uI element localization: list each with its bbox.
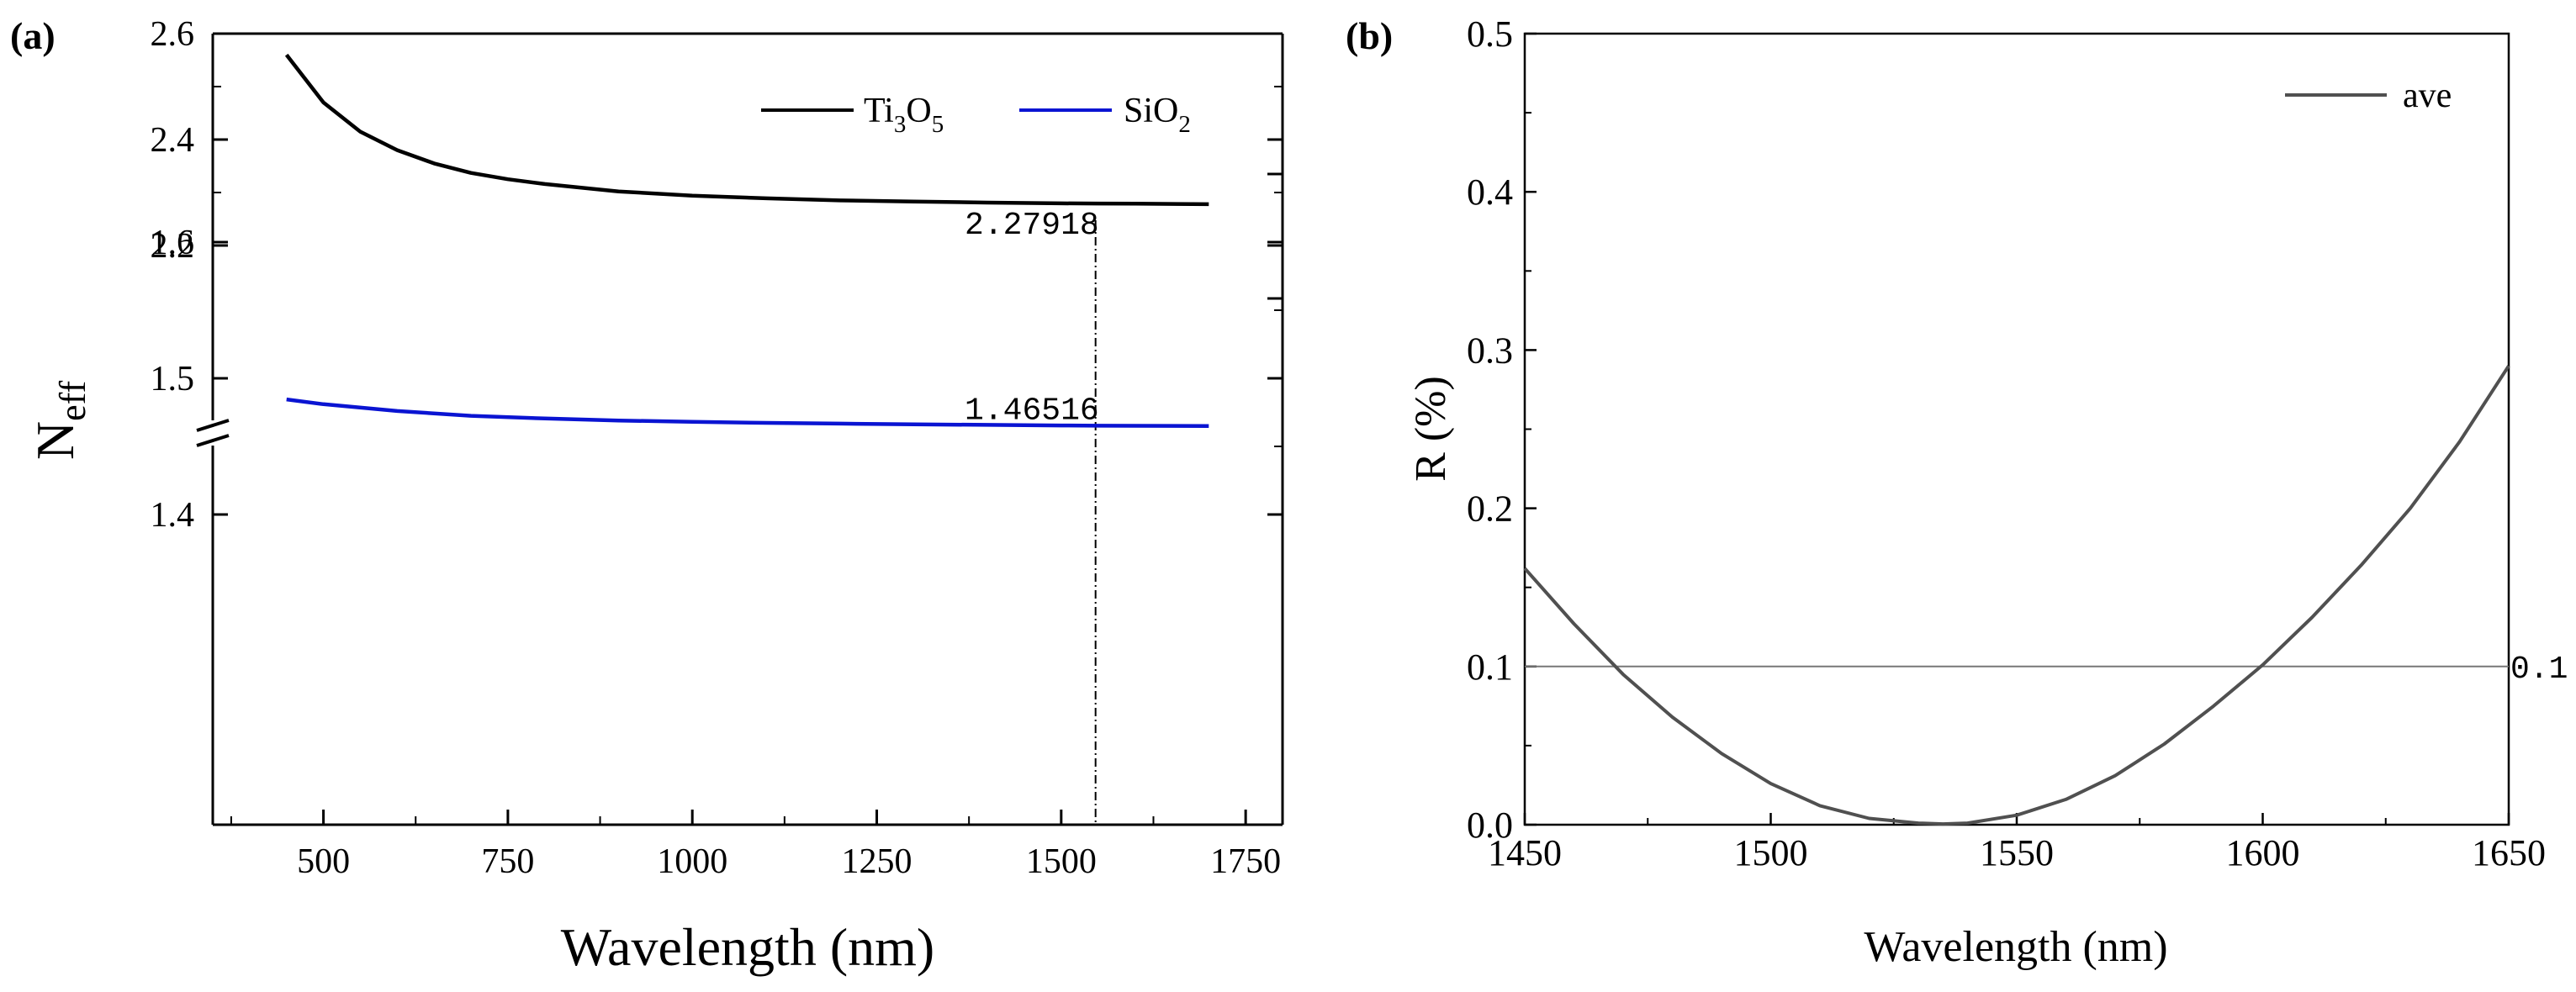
panel-b-y-tick-label: 0.4 (1467, 171, 1513, 213)
panel-b-y-ticks: 0.0 0.1 0.2 0.3 0.4 0.5 (1467, 13, 1537, 846)
panel-a-series (284, 53, 1209, 428)
panel-b-y-tick-label: 0.2 (1467, 488, 1513, 530)
panel-a-y-axis-title: Neff (25, 381, 93, 461)
panel-a-y-tick-label: 1.4 (151, 496, 195, 535)
reference-line-label: 0.1 (2510, 652, 2568, 688)
panel-b-y-tick-label: 0.5 (1467, 13, 1513, 55)
panel-a-y-tick-label: 1.5 (151, 360, 195, 398)
panel-b: (b) 1450 1500 1550 1600 1650 0.0 0.1 0.2 0.3 0.4… (1346, 13, 2568, 971)
ti3o5-annotation: 2.27918 (965, 208, 1099, 244)
panel-a-x-tick-label: 1250 (842, 842, 912, 881)
panel-b-y-tick-label: 0.0 (1467, 805, 1513, 846)
legend-label-ti3o5: Ti3O5 (864, 92, 944, 138)
panel-b-x-tick-label: 1550 (1980, 832, 2054, 873)
axis-break-marker (196, 419, 230, 447)
panel-a-x-axis-title: Wavelength (nm) (561, 917, 934, 977)
panel-a-y-tick-label: 2.6 (151, 15, 195, 54)
legend-label-sio2: SiO2 (1124, 92, 1191, 138)
panel-a-y-tick-label: 1.6 (151, 224, 195, 262)
panel-a: (a) 500 750 1000 1250 1500 1750 2.2 2.4 2.6 1.4 1… (10, 14, 1284, 977)
panel-a-x-ticks: 500 750 1000 1250 1500 1750 (230, 810, 1281, 881)
panel-a-x-tick-label: 750 (481, 842, 534, 881)
panel-a-label: (a) (10, 14, 56, 57)
panel-a-x-tick-label: 1750 (1210, 842, 1281, 881)
panel-a-x-tick-label: 1500 (1026, 842, 1097, 881)
panel-a-y-tick-label: 2.4 (151, 121, 195, 160)
panel-a-y-ticks: 2.2 2.4 2.6 1.4 1.5 1.6 (151, 15, 1283, 535)
legend-label-ave: ave (2403, 77, 2452, 115)
panel-b-series (1523, 365, 2510, 826)
panel-b-frame (1523, 32, 2510, 826)
series-line-ave (1523, 365, 2510, 826)
panel-b-x-ticks: 1450 1500 1550 1600 1650 (1488, 813, 2546, 873)
panel-b-label: (b) (1346, 14, 1393, 57)
panel-b-x-tick-label: 1450 (1488, 832, 1562, 873)
panel-a-legend: Ti3O5 SiO2 (761, 92, 1191, 138)
panel-b-x-tick-label: 1500 (1734, 832, 1808, 873)
panel-b-y-axis-title: R (%) (1407, 376, 1455, 482)
panel-a-y-tick-label: 2.2 (151, 227, 195, 266)
panel-a-x-tick-label: 500 (297, 842, 350, 881)
panel-b-x-tick-label: 1600 (2226, 832, 2300, 873)
panel-b-y-tick-label: 0.1 (1467, 646, 1513, 688)
panel-b-x-tick-label: 1650 (2472, 832, 2546, 873)
panel-b-x-axis-title: Wavelength (nm) (1864, 923, 2167, 971)
series-line-ti3o5 (284, 53, 1209, 207)
sio2-annotation: 1.46516 (965, 393, 1099, 429)
panel-b-legend: ave (2285, 77, 2452, 115)
panel-a-frame (211, 32, 1284, 826)
series-line-sio2 (286, 397, 1209, 428)
panel-a-x-tick-label: 1000 (657, 842, 727, 881)
panel-b-y-tick-label: 0.3 (1467, 330, 1513, 371)
